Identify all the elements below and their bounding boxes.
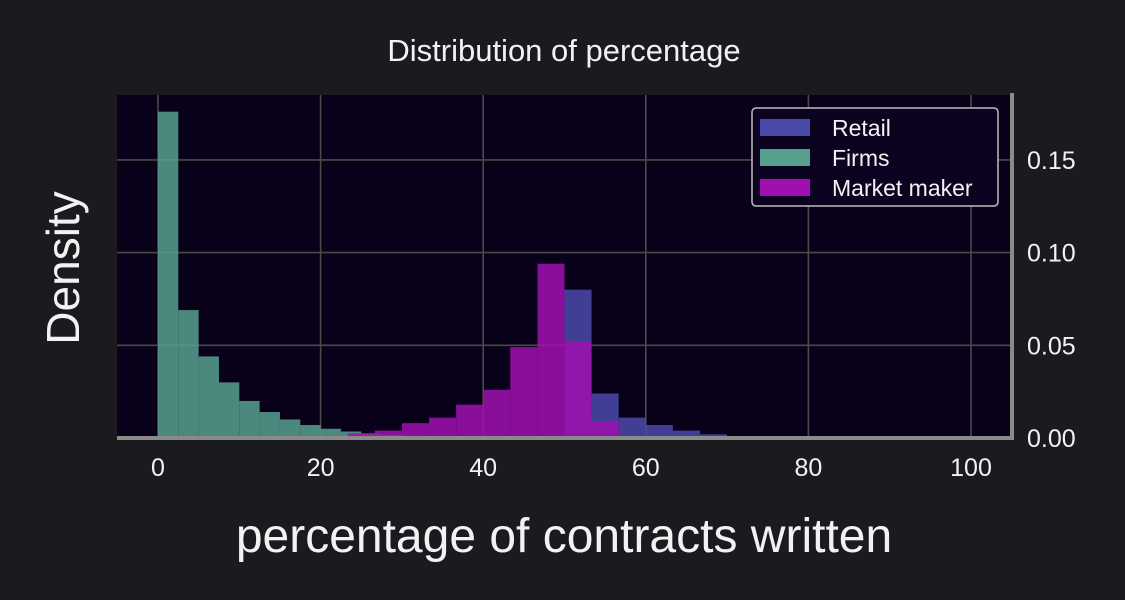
x-axis-label: percentage of contracts written bbox=[236, 510, 892, 563]
bar-firms bbox=[158, 111, 179, 438]
bar-market-maker bbox=[428, 417, 457, 438]
legend-swatch-firms bbox=[760, 149, 810, 166]
legend: Retail Firms Market maker bbox=[751, 107, 999, 207]
y-tick-label: 0.10 bbox=[1027, 240, 1076, 268]
axes bbox=[117, 93, 1014, 440]
x-tick-label: 60 bbox=[632, 454, 660, 482]
y-tick-label: 0.00 bbox=[1027, 425, 1076, 453]
bar-market-maker bbox=[537, 263, 565, 438]
legend-label-retail: Retail bbox=[832, 115, 891, 141]
x-tick-label: 0 bbox=[151, 454, 165, 482]
bar-market-maker bbox=[591, 421, 619, 438]
legend-swatch-retail bbox=[760, 119, 810, 136]
bar-retail bbox=[672, 430, 700, 438]
x-tick-labels: 0 20 40 60 80 100 bbox=[151, 454, 992, 482]
bar-market-maker bbox=[401, 423, 429, 438]
bar-firms bbox=[178, 310, 199, 438]
legend-label-market-maker: Market maker bbox=[832, 175, 973, 201]
bar-market-maker bbox=[347, 433, 375, 438]
x-tick-label: 100 bbox=[950, 454, 992, 482]
chart-title: Distribution of percentage bbox=[387, 33, 740, 68]
y-tick-label: 0.05 bbox=[1027, 332, 1076, 360]
y-axis-label: Density bbox=[37, 191, 89, 344]
bar-market-maker bbox=[564, 341, 592, 438]
bar-market-maker bbox=[483, 389, 511, 438]
legend-label-firms: Firms bbox=[832, 145, 889, 171]
bar-retail bbox=[645, 425, 673, 438]
x-tick-label: 40 bbox=[469, 454, 497, 482]
bar-firms bbox=[259, 412, 280, 438]
bar-firms bbox=[239, 400, 260, 438]
y-tick-labels: 0.00 0.05 0.10 0.15 bbox=[1027, 147, 1076, 453]
bar-market-maker bbox=[510, 347, 538, 438]
x-tick-label: 80 bbox=[794, 454, 822, 482]
bar-firms bbox=[198, 356, 219, 438]
bar-market-maker bbox=[456, 404, 484, 438]
bar-market-maker bbox=[374, 430, 402, 438]
bar-firms bbox=[320, 428, 341, 438]
bar-firms bbox=[279, 419, 301, 438]
legend-swatch-market-maker bbox=[760, 179, 810, 196]
legend-box bbox=[751, 107, 999, 207]
bar-firms bbox=[218, 382, 240, 438]
bar-retail bbox=[618, 417, 646, 438]
y-tick-label: 0.15 bbox=[1027, 147, 1076, 175]
x-tick-label: 20 bbox=[307, 454, 335, 482]
bar-firms bbox=[300, 425, 321, 438]
